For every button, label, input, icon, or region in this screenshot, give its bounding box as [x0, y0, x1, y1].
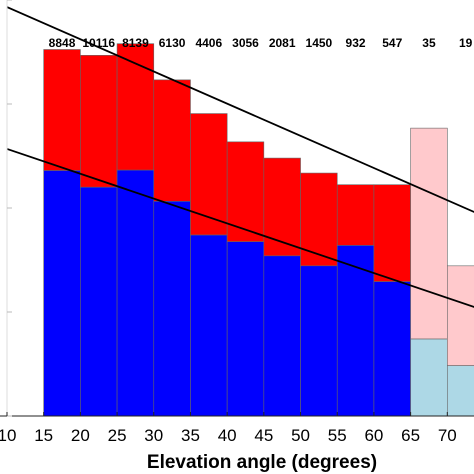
- x-tick-label-35: 35: [181, 426, 200, 445]
- count-label-60: 547: [382, 36, 402, 50]
- count-label-30: 6130: [159, 36, 186, 50]
- bar-upper-30: [153, 79, 191, 202]
- bar-lower-20: [80, 186, 118, 417]
- x-axis-label: Elevation angle (degrees): [147, 452, 377, 473]
- bar-lower-70: [447, 365, 474, 417]
- bar-upper-45: [263, 157, 301, 257]
- count-label-group: 8848 10116 8139 6130 4406 3056 2081 1450 932 547 3…: [49, 36, 473, 50]
- x-tick-label-20: 20: [71, 426, 90, 445]
- x-tick-label-30: 30: [144, 426, 163, 445]
- bar-lower-65: [410, 338, 448, 417]
- count-label-70: 19: [459, 36, 473, 50]
- bar-lower-15: [43, 170, 81, 417]
- x-tick-label-10: 10: [0, 426, 16, 445]
- trend-line-group: [6, 6, 474, 308]
- x-tick-label-25: 25: [108, 426, 127, 445]
- x-tick-label-60: 60: [364, 426, 383, 445]
- x-tick-label-65: 65: [401, 426, 420, 445]
- x-tick-label-group: 1015202530354045505560657075: [0, 426, 457, 445]
- bar-lower-25: [116, 169, 155, 417]
- bar-upper-55: [336, 184, 375, 246]
- count-label-50: 1450: [306, 36, 333, 50]
- count-label-35: 4406: [195, 36, 222, 50]
- count-label-40: 3056: [232, 36, 259, 50]
- bar-upper-20: [80, 55, 118, 188]
- count-label-45: 2081: [269, 36, 296, 50]
- x-tick-label-45: 45: [254, 426, 273, 445]
- bar-upper-70: [447, 265, 474, 366]
- count-label-25: 8139: [122, 36, 149, 50]
- count-label-55: 932: [346, 36, 366, 50]
- bar-upper-60: [373, 184, 411, 282]
- bar-lower-50: [300, 265, 338, 417]
- x-tick-label-40: 40: [218, 426, 237, 445]
- bar-upper-50: [300, 172, 338, 267]
- bar-upper-65: [410, 127, 448, 340]
- bar-group: [43, 43, 474, 417]
- trend-line-lower: [6, 148, 474, 308]
- bar-upper-15: [43, 49, 81, 171]
- count-label-15: 8848: [49, 36, 76, 50]
- count-label-20: 10116: [82, 36, 115, 50]
- bar-upper-35: [190, 113, 228, 236]
- bar-lower-45: [263, 255, 301, 417]
- bar-upper-40: [226, 141, 265, 242]
- x-tick-label-15: 15: [34, 426, 53, 445]
- x-tick-label-70: 70: [438, 426, 457, 445]
- bar-lower-35: [190, 234, 228, 417]
- axes: [0, 0, 474, 417]
- bar-lower-60: [373, 281, 411, 417]
- bar-lower-40: [226, 241, 265, 417]
- bar-lower-55: [336, 245, 375, 417]
- count-label-65: 35: [422, 36, 436, 50]
- bar-lower-30: [153, 201, 191, 417]
- bar-upper-25: [116, 43, 155, 171]
- x-tick-label-50: 50: [291, 426, 310, 445]
- trend-line-upper: [6, 6, 474, 213]
- x-tick-label-55: 55: [328, 426, 347, 445]
